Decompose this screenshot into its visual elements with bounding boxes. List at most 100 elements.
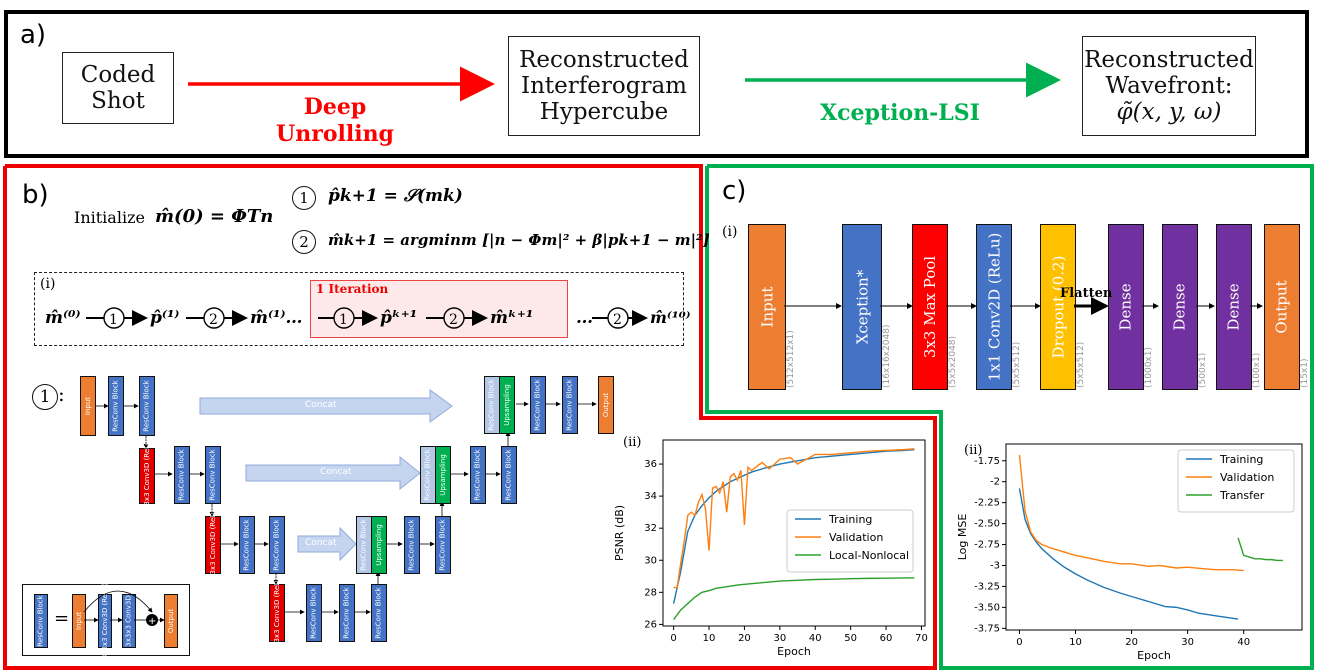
step2-math: m̂k+1 = argminm [|n − Φm|² + β|pk+1 − m|… (328, 231, 710, 249)
wavefront-line2: Wavefront: (1105, 73, 1233, 99)
legend-label-3: Transfer (1219, 489, 1265, 502)
unet-conv3d-3-label: 3x3x3 Conv3D (ReLu) (273, 574, 282, 652)
concat-arrow-1 (199, 389, 453, 423)
deep-unrolling-line2: Unrolling (276, 121, 394, 147)
unet-concat-block-3: ResConv Block (356, 516, 372, 574)
series-line-3 (1237, 537, 1283, 562)
x-tick-label: 40 (1237, 637, 1250, 648)
legend-label-2: Validation (829, 531, 883, 544)
chain-sub-label: (i) (40, 276, 56, 292)
panel-c-sub-label: (i) (722, 224, 738, 240)
svg-text:1: 1 (109, 312, 118, 328)
concat-label-3: Concat (305, 538, 337, 548)
unet-resconv-15: ResConv Block (562, 376, 578, 434)
interferogram-line2: Interferogram (521, 73, 687, 99)
chain-m10: m̂⁽¹⁰⁾ (650, 308, 691, 327)
svg-text:+: + (148, 616, 156, 627)
unet-resconv-13-label: ResConv Block (505, 449, 514, 501)
unet-resconv-1: ResConv Block (108, 376, 124, 436)
unet-resconv-7: ResConv Block (306, 584, 322, 642)
y-tick-label: -3.25 (974, 581, 1000, 592)
concat-arrow-3 (297, 526, 357, 562)
x-tick-label: 20 (738, 633, 751, 644)
panel-a (4, 10, 1309, 158)
mse-chart: 0 10 20 30 40 -1.75 -2 -2.25 -2.50 -2.75 -3 -3.25 -3… (956, 443, 1303, 662)
initialize-math: m̂(0) = ΦTn (155, 206, 274, 227)
panel-c-label: c) (722, 176, 747, 206)
unet-concat-block-3-label: ResConv Block (360, 519, 369, 571)
iteration-chain-box (34, 272, 684, 346)
panel-a-arrows (188, 62, 1061, 102)
unet-conv3d-2: 3x3x3 Conv3D (ReLu) (205, 507, 221, 583)
legend (786, 509, 914, 573)
legend-connectors: + (83, 590, 165, 627)
xception-layer-3: 3x3 Max Pool (912, 224, 948, 390)
unet-resconv-12: ResConv Block (470, 446, 486, 504)
unet-resconv-4-label: ResConv Block (209, 449, 218, 501)
flatten-label: Flatten (1060, 286, 1113, 301)
unet-colon: : (58, 382, 65, 406)
unet-upsampling-2: Upsampling (435, 446, 451, 504)
y-tick-label: -2 (990, 477, 1000, 488)
interferogram-line1: Reconstructed (519, 47, 689, 73)
y-axis-label: Log MSE (956, 514, 969, 561)
unet-resconv-8-label: ResConv Block (343, 587, 352, 639)
chain-mk1: m̂ᵏ⁺¹ (490, 308, 533, 328)
wavefront-line1: Reconstructed (1084, 47, 1254, 73)
y-tick-label: -1.75 (974, 456, 1000, 467)
unet-upsampling-1: Upsampling (499, 376, 515, 434)
xception-layer-7: Dense (1162, 224, 1198, 390)
unet-concat-block-2: ResConv Block (420, 446, 436, 504)
y-tick-label: 32 (644, 523, 657, 534)
unet-upsampling-3: Upsampling (371, 516, 387, 574)
psnr-chart: 0 10 20 30 40 50 60 70 26 28 30 32 34 36 Epoch PSNR (dB… (615, 435, 928, 658)
y-tick-label: -3 (990, 560, 1000, 571)
x-tick-label: 10 (703, 633, 716, 644)
x-tick-label: 0 (1016, 637, 1022, 648)
unet-resconv-5: ResConv Block (239, 516, 255, 574)
y-tick-label: 30 (644, 555, 657, 566)
y-tick-label: 28 (644, 587, 657, 598)
unet-resconv-11: ResConv Block (435, 516, 451, 574)
x-axis-label: Epoch (777, 645, 811, 658)
y-tick-label: -3.75 (974, 623, 1000, 634)
legend-label-1: Training (828, 513, 872, 526)
legend (1177, 449, 1295, 513)
unet-resconv-8: ResConv Block (339, 584, 355, 642)
svg-text:2: 2 (449, 312, 458, 328)
y-tick-label: -2.50 (974, 519, 1000, 530)
unet-resconv-7-label: ResConv Block (310, 587, 319, 639)
xception-lsi-label: Xception-LSI (820, 100, 980, 126)
step1-math: p̂k+1 = 𝒮(mk) (328, 186, 463, 206)
concat-arrow-2 (245, 455, 421, 491)
unet-resconv-12-label: ResConv Block (474, 449, 483, 501)
legend-label-3: Local-Nonlocal (829, 549, 909, 562)
panel-a-label: a) (20, 20, 47, 50)
unet-conv3d-1: 3x3x3 Conv3D (ReLu) (139, 438, 155, 514)
interferogram-line3: Hypercube (539, 99, 669, 125)
coded-shot-line2: Shot (91, 88, 145, 114)
series-line-1 (1018, 488, 1239, 620)
panel-c-border (705, 164, 1314, 670)
series-line-2 (673, 448, 915, 589)
initialize-text: Initialize (74, 208, 145, 227)
y-tick-label: -3.50 (974, 602, 1000, 613)
unet-diagram (94, 389, 597, 615)
x-tick-label: 10 (1069, 637, 1082, 648)
y-tick-label: 26 (644, 619, 657, 630)
svg-text:2: 2 (613, 312, 622, 328)
unet-resconv-4: ResConv Block (205, 446, 221, 504)
unet-resconv-6: ResConv Block (269, 516, 285, 574)
panel-b-label: b) (22, 180, 49, 210)
unet-input: Input (80, 376, 96, 436)
concat-label-2: Concat (320, 467, 352, 477)
unet-upsampling-2-label: Upsampling (439, 454, 448, 496)
svg-text:1: 1 (339, 312, 348, 328)
series-line-2 (1018, 454, 1244, 572)
chain-m1: m̂⁽¹⁾… (250, 308, 303, 328)
y-tick-label: -2.75 (974, 540, 1000, 551)
step2-circle: 2 (292, 230, 316, 254)
y-tick-label: -2.25 (974, 498, 1000, 509)
chain-p1: p̂⁽¹⁾ (150, 308, 179, 328)
